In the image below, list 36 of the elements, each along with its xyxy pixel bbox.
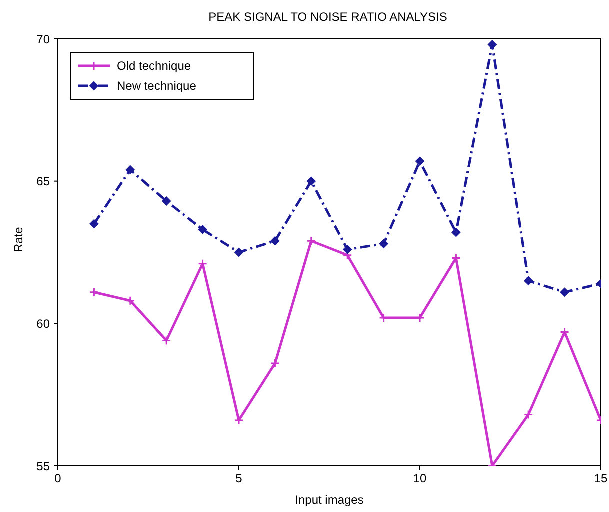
point [198, 259, 208, 269]
x-tick-label: 0 [54, 472, 62, 486]
point [524, 276, 534, 286]
point [234, 248, 244, 257]
point [270, 358, 280, 368]
point [234, 416, 244, 426]
x-tick-label: 5 [236, 472, 243, 486]
point [89, 288, 99, 298]
point [416, 156, 424, 166]
y-tick-label: 70 [36, 32, 50, 46]
point [560, 288, 570, 297]
point [524, 410, 534, 420]
y-axis-title: Rate [11, 226, 26, 252]
point [343, 245, 352, 254]
point [90, 220, 99, 229]
point [379, 239, 388, 248]
y-tick-label: 65 [36, 174, 50, 189]
point [560, 327, 570, 337]
point [270, 236, 280, 246]
x-axis-title: Input images [295, 493, 364, 507]
x-tick-label: 15 [594, 472, 608, 486]
point [198, 225, 208, 234]
point [126, 165, 135, 174]
chart-title: PEAK SIGNAL TO NOISE RATIO ANALYSIS [208, 9, 448, 26]
point [451, 253, 461, 263]
point [126, 296, 136, 306]
legend-label: New technique [117, 79, 196, 93]
x-tick-label: 10 [413, 472, 427, 486]
point [452, 228, 461, 238]
point [162, 196, 172, 206]
point [306, 236, 316, 246]
y-tick-label: 60 [36, 316, 50, 331]
point [162, 336, 172, 346]
point [306, 176, 316, 186]
y-tick-label: 55 [36, 459, 50, 474]
legend-label: Old technique [117, 59, 192, 73]
